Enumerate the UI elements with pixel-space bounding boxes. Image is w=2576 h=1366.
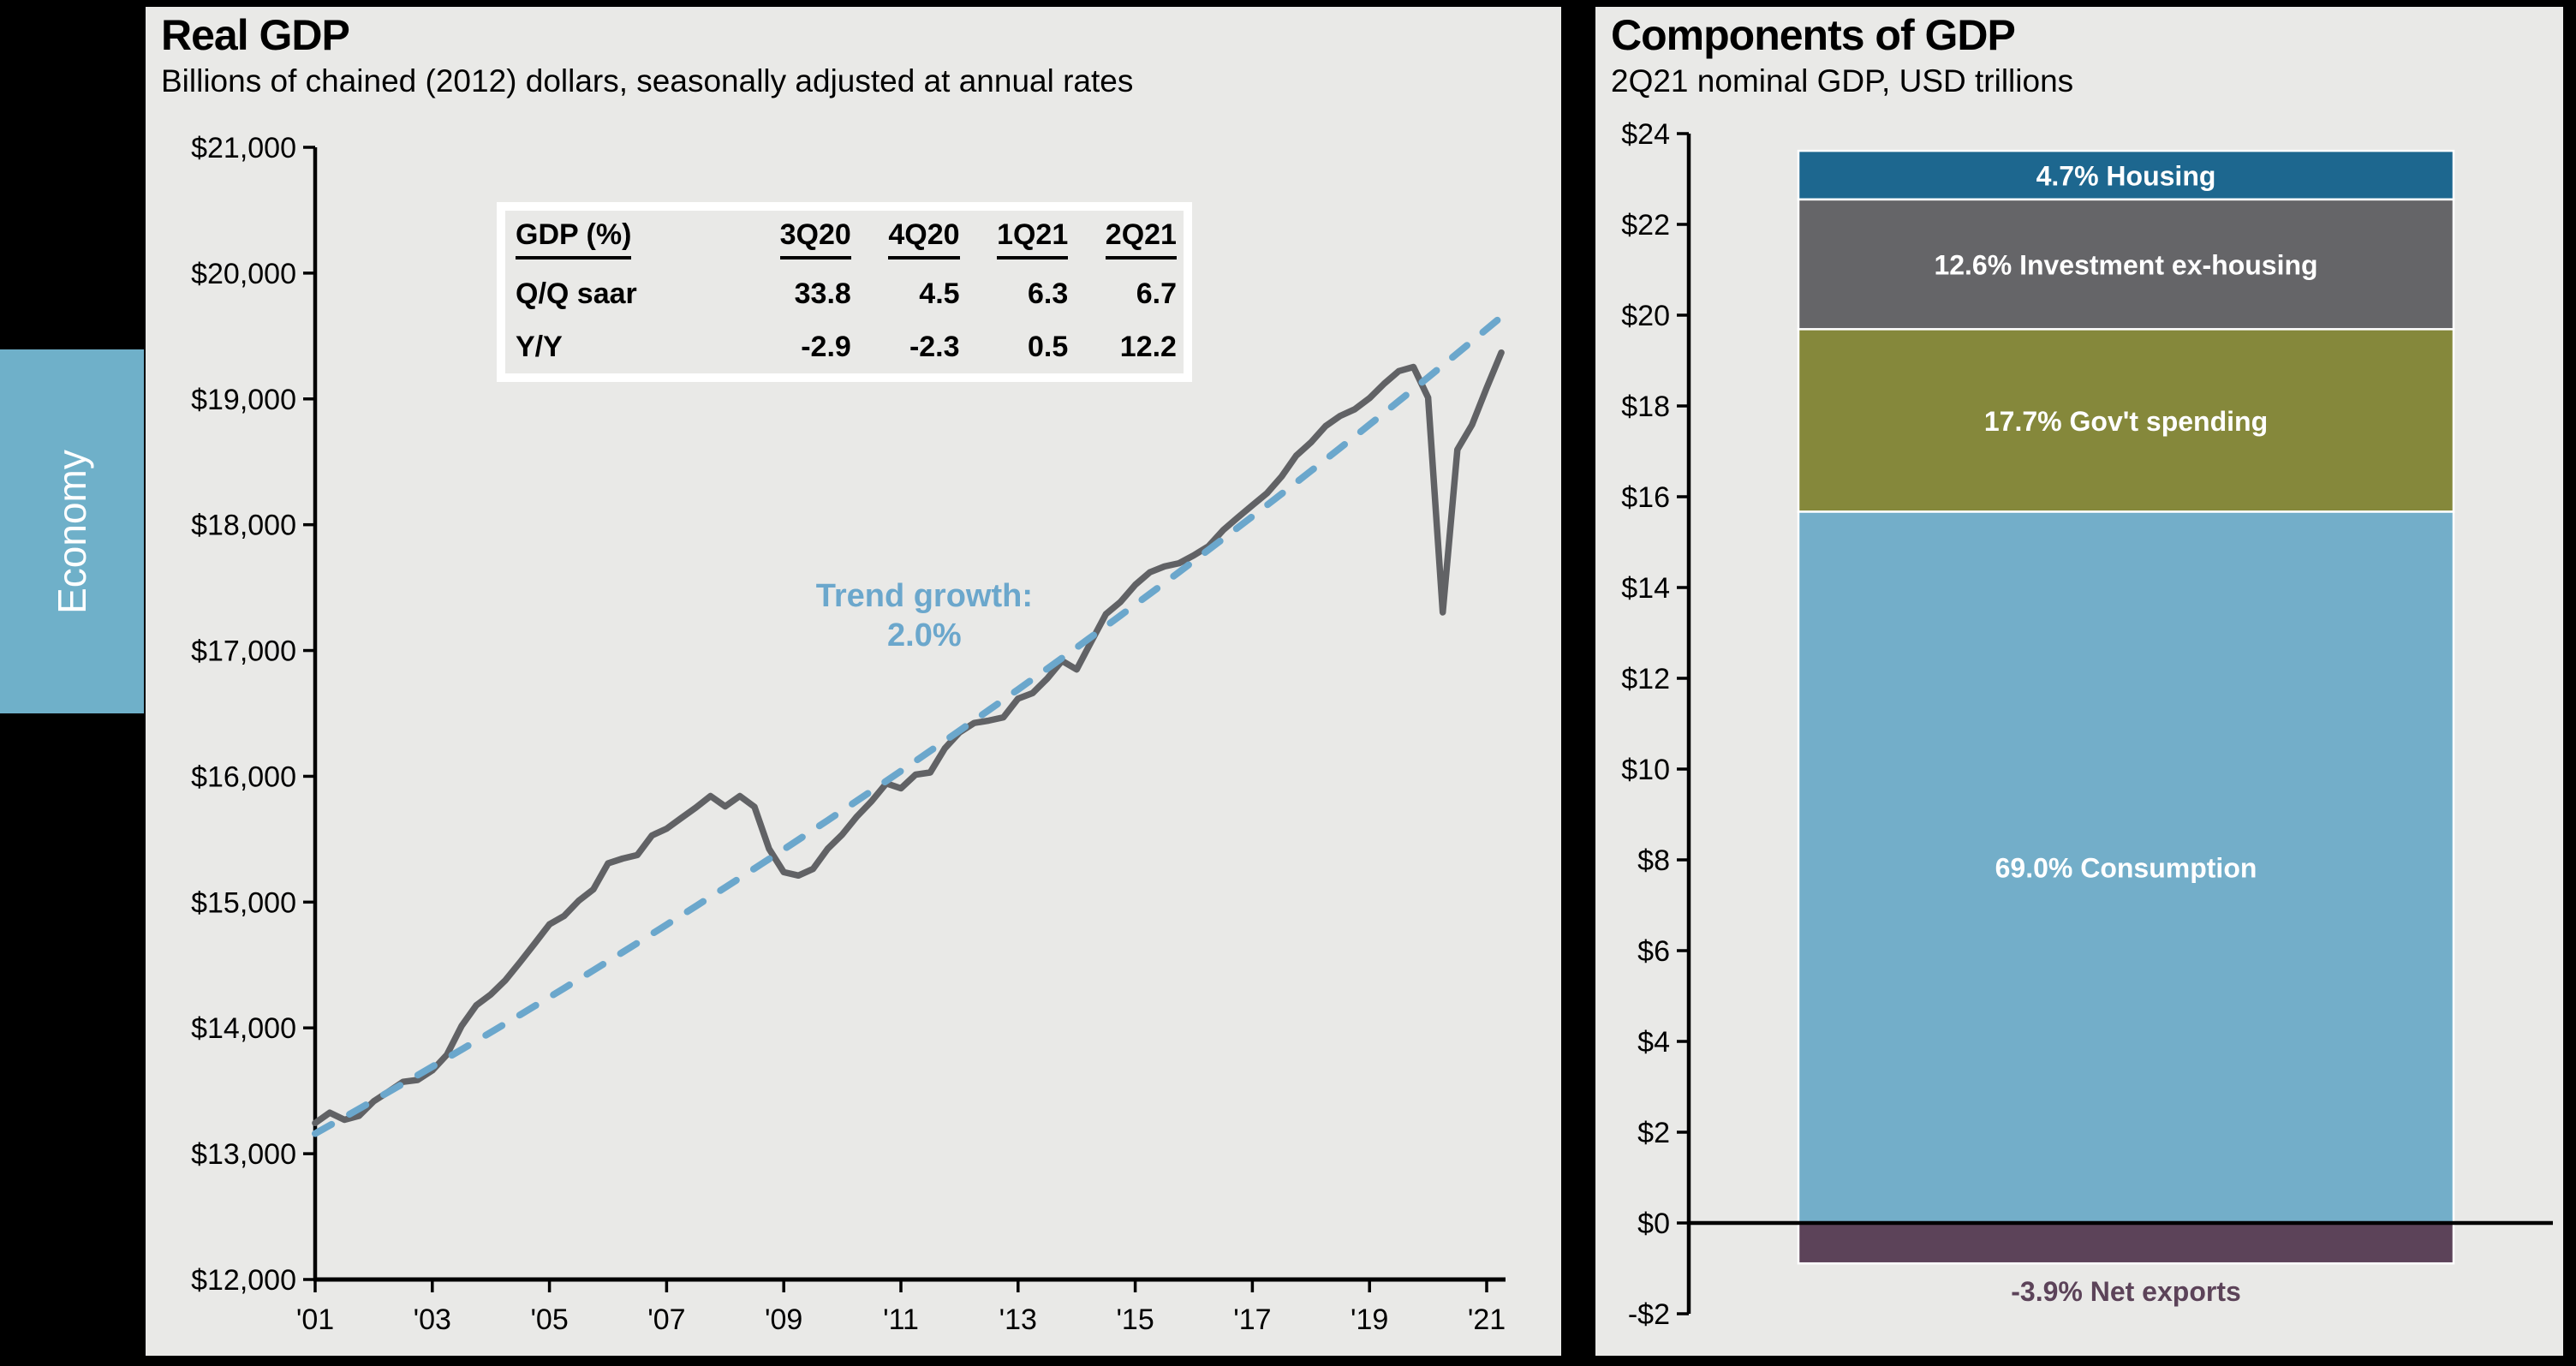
gdp-table-header-label: GDP (%) (516, 218, 632, 259)
gdp-table-row-qq-saar: Q/Q saar 33.8 4.5 6.3 6.7 (505, 267, 1184, 320)
real-gdp-panel: Real GDP Billions of chained (2012) doll… (146, 7, 1561, 1356)
y-axis-tick-label: $20 (1621, 300, 1670, 332)
y-axis-tick-label: $8 (1637, 844, 1670, 877)
gdp-table-row-label: Y/Y (516, 330, 563, 363)
bar-segment-consumption (1797, 510, 2455, 1225)
y-axis-tick-label: $0 (1637, 1208, 1670, 1240)
gdp-table-header-row: GDP (%) 3Q20 4Q20 1Q21 2Q21 (505, 211, 1184, 267)
components-stacked-bar-chart: $24 $22 $20 $18 $16 $14 $12 $10 $8 $6 $4 $2 $0 -$2 4.7… (1621, 118, 2553, 1331)
y-axis-tick-label: $16 (1621, 481, 1670, 514)
trend-growth-annotation-value: 2.0% (887, 617, 962, 653)
gdp-table-value: 4.5 (919, 277, 960, 310)
gdp-table-value: 0.5 (1028, 330, 1069, 363)
x-axis-tick-label: '11 (883, 1303, 919, 1336)
real-gdp-line-chart: $21,000 $20,000 $19,000 $18,000 $17,000 $16,0… (191, 132, 1506, 1336)
bar-segment-label: 4.7% Housing (2036, 161, 2216, 192)
bar-segment-gov-t-spending (1797, 328, 2455, 513)
bar-segment-label: 12.6% Investment ex-housing (1934, 250, 2317, 281)
x-axis-tick-label: '21 (1468, 1303, 1506, 1336)
x-axis-tick-label: '13 (999, 1303, 1037, 1336)
x-axis-tick-label: '15 (1116, 1303, 1154, 1336)
gdp-table-header-label: 3Q20 (779, 218, 851, 259)
gdp-growth-table: GDP (%) 3Q20 4Q20 1Q21 2Q21 Q/Q saar 33.… (497, 202, 1192, 382)
y-axis-tick-label: $21,000 (191, 132, 296, 164)
gdp-table-value: 6.7 (1136, 277, 1177, 310)
y-axis-tick-label: $18,000 (191, 510, 296, 542)
x-axis-tick-label: '07 (647, 1303, 685, 1336)
gdp-table-header-label: 2Q21 (1105, 218, 1177, 259)
components-of-gdp-panel: Components of GDP 2Q21 nominal GDP, USD … (1595, 7, 2563, 1356)
gdp-table-header-label: 4Q20 (888, 218, 960, 259)
y-axis-tick-label: $4 (1637, 1026, 1670, 1059)
bar-segment-net-exports (1797, 1221, 2455, 1265)
gdp-table-header-cell: 4Q20 (858, 218, 967, 259)
gdp-table-value: -2.3 (909, 330, 960, 363)
x-axis-tick-label: '17 (1233, 1303, 1271, 1336)
y-axis-tick-label: $19,000 (191, 384, 296, 416)
real-gdp-line (312, 349, 1505, 1127)
y-axis-tick-label: $15,000 (191, 886, 296, 919)
y-axis-tick-label: $20,000 (191, 258, 296, 290)
gdp-table-header-cell: 3Q20 (749, 218, 858, 259)
gdp-table-row-yy: Y/Y -2.9 -2.3 0.5 12.2 (505, 320, 1184, 373)
real-gdp-subtitle: Billions of chained (2012) dollars, seas… (161, 63, 1134, 98)
real-gdp-title: Real GDP (161, 11, 350, 59)
bar-segment-housing (1797, 149, 2455, 201)
x-axis-tick-label: '09 (765, 1303, 802, 1336)
y-axis-tick-label: -$2 (1628, 1298, 1670, 1331)
y-axis-tick-label: $6 (1637, 935, 1670, 968)
bar-segment-label: 69.0% Consumption (1995, 853, 2257, 884)
y-axis-tick-label: $12,000 (191, 1264, 296, 1297)
gdp-table-header-cell: GDP (%) (505, 218, 749, 259)
gdp-table-row-label: Q/Q saar (516, 277, 637, 310)
gdp-table-value: -2.9 (801, 330, 851, 363)
gdp-table-value: 6.3 (1028, 277, 1069, 310)
sidebar-tab-label: Economy (50, 449, 94, 614)
y-axis-tick-label: $2 (1637, 1117, 1670, 1149)
bar-segment-label-outside: -3.9% Net exports (2011, 1276, 2241, 1307)
y-axis-tick-label: $24 (1621, 118, 1670, 151)
y-axis-tick-label: $12 (1621, 663, 1670, 695)
components-title: Components of GDP (1611, 11, 2016, 59)
y-axis-tick-label: $16,000 (191, 761, 296, 793)
bar-segment-label: 17.7% Gov't spending (1984, 406, 2268, 437)
x-axis-tick-label: '19 (1351, 1303, 1388, 1336)
y-axis-tick-label: $14,000 (191, 1012, 296, 1045)
y-axis-tick-label: $13,000 (191, 1138, 296, 1171)
sidebar-tab-economy[interactable]: Economy (0, 349, 144, 713)
x-axis-tick-label: '05 (530, 1303, 568, 1336)
bar-segment-investment-ex-housing (1797, 198, 2455, 331)
gdp-table-value: 33.8 (794, 277, 851, 310)
x-axis-tick-label: '01 (296, 1303, 334, 1336)
gdp-table-header-cell: 1Q21 (967, 218, 1076, 259)
trend-growth-line (312, 313, 1506, 1137)
gdp-table-value: 12.2 (1119, 330, 1177, 363)
y-axis-tick-label: $14 (1621, 572, 1670, 605)
y-axis-tick-label: $10 (1621, 754, 1670, 786)
y-axis-tick-label: $22 (1621, 209, 1670, 242)
y-axis-tick-label: $18 (1621, 391, 1670, 423)
trend-growth-annotation: Trend growth: (816, 578, 1033, 614)
gdp-table-header-cell: 2Q21 (1075, 218, 1184, 259)
components-subtitle: 2Q21 nominal GDP, USD trillions (1611, 63, 2074, 98)
gdp-table-header-label: 1Q21 (997, 218, 1069, 259)
y-axis-tick-label: $17,000 (191, 635, 296, 668)
x-axis-tick-label: '03 (414, 1303, 451, 1336)
